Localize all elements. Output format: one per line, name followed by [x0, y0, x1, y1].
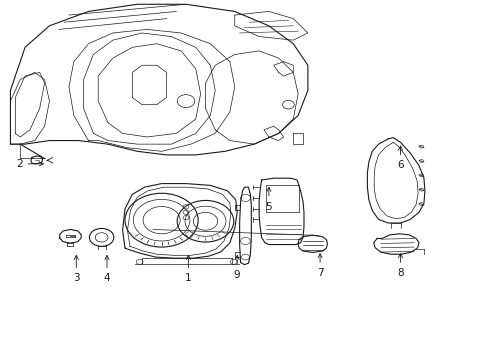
Text: 9: 9 [233, 256, 240, 280]
Text: 7: 7 [316, 254, 323, 278]
Text: 2: 2 [16, 159, 43, 169]
Bar [265, 185, 299, 212]
Text: 5: 5 [265, 187, 272, 212]
Text: 6: 6 [396, 146, 403, 170]
Text: 1: 1 [185, 256, 191, 283]
Text: 3: 3 [73, 256, 80, 283]
Text: 8: 8 [396, 254, 403, 278]
Text: 4: 4 [103, 256, 110, 283]
